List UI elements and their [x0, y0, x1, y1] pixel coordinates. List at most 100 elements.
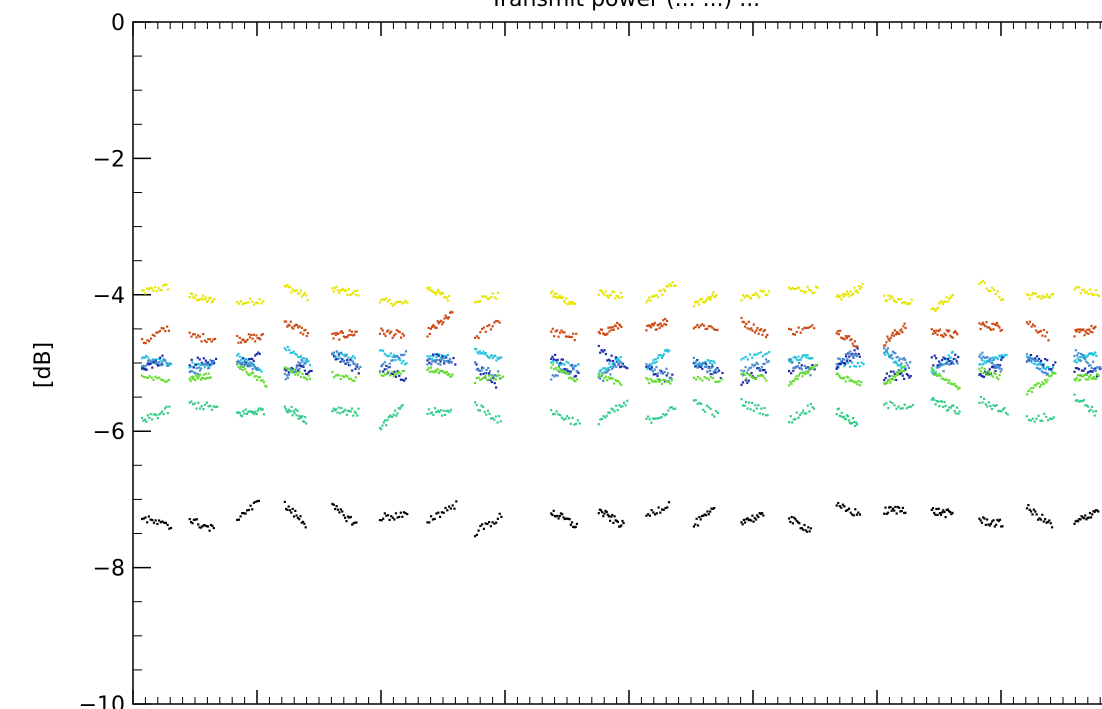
- data-point: [482, 326, 485, 329]
- data-point: [645, 514, 648, 517]
- data-point: [655, 293, 658, 297]
- data-point: [1074, 367, 1078, 370]
- data-point: [755, 361, 758, 364]
- data-point: [344, 374, 347, 377]
- data-point: [1003, 355, 1006, 358]
- data-point: [444, 314, 447, 317]
- data-point: [437, 288, 440, 292]
- data-point: [241, 303, 244, 306]
- data-point: [704, 327, 707, 331]
- data-point: [711, 363, 714, 366]
- data-point: [709, 325, 712, 328]
- data-point: [286, 376, 289, 379]
- data-point: [713, 369, 717, 372]
- data-point: [151, 418, 154, 421]
- data-point: [307, 360, 310, 363]
- data-point: [401, 332, 404, 335]
- data-point: [240, 365, 243, 368]
- data-point: [205, 300, 208, 303]
- data-point: [662, 378, 665, 382]
- data-point: [495, 386, 498, 389]
- data-point: [619, 291, 622, 295]
- data-point: [1074, 399, 1077, 402]
- data-point: [854, 290, 857, 293]
- data-point: [709, 373, 712, 376]
- data-point: [744, 379, 747, 382]
- data-point: [759, 512, 762, 515]
- data-point: [1081, 400, 1084, 403]
- data-point: [1094, 289, 1098, 292]
- data-point: [697, 363, 700, 366]
- data-point: [489, 525, 492, 528]
- data-point: [198, 335, 201, 338]
- data-point: [1086, 371, 1090, 374]
- data-point: [615, 404, 618, 407]
- data-point: [349, 377, 352, 380]
- data-point: [851, 361, 854, 364]
- data-point: [606, 332, 609, 335]
- data-point: [250, 371, 253, 374]
- data-point: [149, 337, 153, 340]
- data-point: [1049, 417, 1052, 420]
- data-point: [994, 356, 997, 359]
- data-point: [386, 419, 389, 422]
- data-point: [289, 371, 292, 374]
- data-point: [1096, 293, 1099, 296]
- data-point: [611, 290, 614, 293]
- data-point: [261, 333, 264, 336]
- data-point: [886, 347, 889, 350]
- data-point: [943, 401, 946, 404]
- data-point: [1089, 330, 1092, 333]
- data-point: [153, 359, 156, 362]
- data-point: [1028, 355, 1031, 358]
- data-point: [146, 362, 149, 365]
- data-point: [608, 411, 611, 414]
- data-point: [145, 354, 148, 357]
- data-point: [389, 352, 392, 355]
- data-point: [556, 514, 559, 517]
- data-point: [803, 326, 806, 329]
- data-point: [340, 330, 343, 333]
- data-point: [978, 322, 981, 325]
- data-point: [991, 322, 994, 325]
- data-point: [701, 367, 704, 370]
- data-point: [949, 362, 952, 365]
- data-point: [348, 516, 351, 519]
- data-point: [884, 353, 887, 356]
- data-point: [333, 376, 336, 379]
- data-point: [795, 375, 798, 378]
- data-point: [562, 516, 565, 519]
- data-point: [305, 358, 308, 361]
- data-point: [405, 362, 408, 365]
- data-point: [257, 499, 260, 502]
- data-point: [208, 338, 212, 341]
- data-point: [1029, 387, 1032, 390]
- data-point: [143, 418, 147, 421]
- data-point: [562, 296, 565, 299]
- data-point: [894, 505, 897, 508]
- data-point: [605, 510, 608, 514]
- data-point: [1077, 368, 1081, 371]
- data-point: [339, 289, 342, 292]
- data-point: [844, 509, 848, 512]
- data-point: [979, 370, 982, 373]
- data-point: [398, 515, 401, 518]
- data-point: [550, 378, 553, 381]
- data-point: [259, 338, 262, 341]
- data-point: [400, 405, 403, 408]
- data-point: [992, 519, 995, 522]
- data-point: [294, 370, 297, 373]
- data-point: [848, 379, 851, 382]
- data-point: [352, 355, 355, 358]
- data-point: [210, 363, 213, 366]
- data-point: [443, 359, 446, 362]
- data-point: [610, 365, 613, 368]
- data-point: [789, 328, 793, 331]
- data-point: [668, 349, 671, 352]
- data-point: [393, 409, 397, 412]
- data-point: [934, 309, 937, 313]
- data-point: [989, 405, 992, 408]
- data-point: [1090, 324, 1093, 328]
- data-point: [663, 380, 666, 383]
- data-point: [447, 361, 450, 364]
